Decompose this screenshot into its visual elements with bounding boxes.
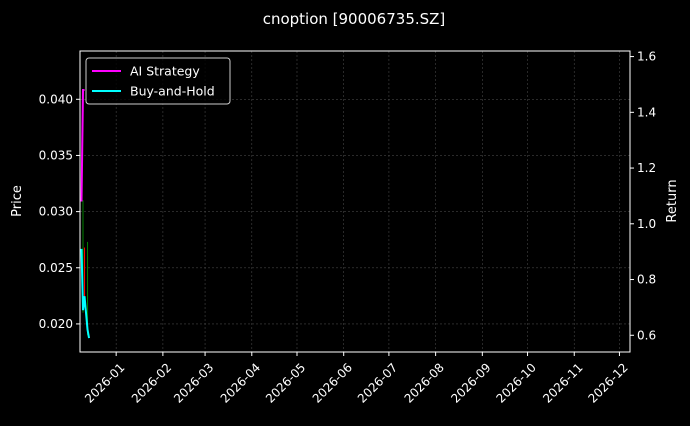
y-tick-label-right: 1.2 — [637, 161, 656, 175]
y-tick-label-right: 0.6 — [637, 328, 656, 342]
y-tick-label-right: 1.4 — [637, 105, 656, 119]
legend: AI Strategy Buy-and-Hold — [85, 57, 231, 105]
x-tick-label: 2026-01 — [82, 360, 127, 405]
y-axis-label: Price — [10, 185, 25, 217]
y-tick-label: 0.020 — [39, 317, 73, 331]
x-tick-label: 2026-02 — [129, 360, 174, 405]
candle-body — [84, 248, 86, 296]
series-line-ai-strategy — [80, 89, 85, 202]
plot-frame — [79, 50, 631, 353]
y-tick-label: 0.030 — [39, 205, 73, 219]
chart-title: cnoption [90006735.SZ] — [263, 10, 446, 28]
y-axis-label-right: Return — [665, 179, 680, 222]
x-tick-label: 2026-11 — [540, 360, 585, 405]
x-tick-label: 2026-03 — [171, 360, 216, 405]
x-tick-label: 2026-08 — [402, 360, 447, 405]
y-tick-label: 0.035 — [39, 148, 73, 162]
legend-box — [85, 57, 231, 105]
legend-label: Buy-and-Hold — [130, 84, 215, 99]
x-tick-label: 2026-06 — [310, 360, 355, 405]
candle-body — [82, 222, 84, 308]
x-tick-label: 2026-05 — [263, 360, 308, 405]
x-tick-label: 2026-04 — [218, 360, 263, 405]
x-tick-label: 2026-12 — [585, 360, 630, 405]
y-tick-label: 0.040 — [39, 92, 73, 106]
candle-body — [87, 256, 89, 330]
series-line-buy-and-hold — [80, 248, 91, 339]
y-tick-label-right: 1.6 — [637, 50, 656, 64]
y-tick-label-right: 1.0 — [637, 217, 656, 231]
y-tick-label-right: 0.8 — [637, 273, 656, 287]
y-tick-label: 0.025 — [39, 261, 73, 275]
legend-label: AI Strategy — [130, 64, 200, 79]
x-tick-label: 2026-07 — [355, 360, 400, 405]
x-tick-label: 2026-09 — [448, 360, 493, 405]
x-tick-label: 2026-10 — [494, 360, 539, 405]
